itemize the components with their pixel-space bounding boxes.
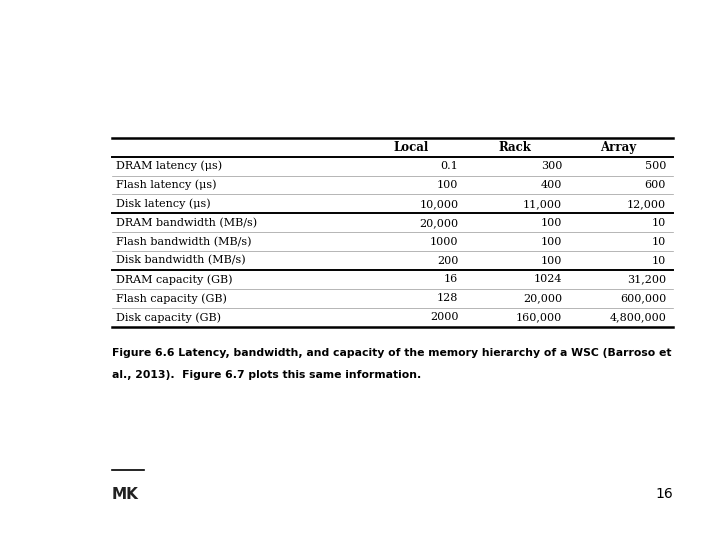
Text: 500: 500 (644, 161, 666, 171)
Text: 10: 10 (652, 218, 666, 228)
Text: 1000: 1000 (430, 237, 458, 247)
Text: 600: 600 (644, 180, 666, 190)
Text: 1024: 1024 (534, 274, 562, 285)
Text: 31,200: 31,200 (627, 274, 666, 285)
Text: Flash bandwidth (MB/s): Flash bandwidth (MB/s) (116, 237, 251, 247)
Text: 11,000: 11,000 (523, 199, 562, 209)
Text: Local: Local (393, 140, 428, 154)
Text: 100: 100 (541, 255, 562, 266)
Text: 600,000: 600,000 (620, 293, 666, 303)
Text: al., 2013).  Figure 6.7 plots this same information.: al., 2013). Figure 6.7 plots this same i… (112, 370, 421, 380)
Text: 16: 16 (655, 487, 673, 501)
Text: 20,000: 20,000 (419, 218, 458, 228)
Text: Disk bandwidth (MB/s): Disk bandwidth (MB/s) (116, 255, 246, 266)
Text: 10,000: 10,000 (419, 199, 458, 209)
Text: Disk latency (μs): Disk latency (μs) (116, 199, 210, 209)
Text: Disk capacity (GB): Disk capacity (GB) (116, 312, 221, 322)
Text: Figure 6.6 Latency, bandwidth, and capacity of the memory hierarchy of a WSC (Ba: Figure 6.6 Latency, bandwidth, and capac… (112, 348, 671, 359)
Text: 12,000: 12,000 (627, 199, 666, 209)
Text: DRAM bandwidth (MB/s): DRAM bandwidth (MB/s) (116, 218, 257, 228)
Text: Flash latency (μs): Flash latency (μs) (116, 180, 217, 190)
Text: 4,800,000: 4,800,000 (609, 312, 666, 322)
Text: 20,000: 20,000 (523, 293, 562, 303)
Text: DRAM capacity (GB): DRAM capacity (GB) (116, 274, 233, 285)
Text: 10: 10 (652, 255, 666, 266)
Text: 0.1: 0.1 (441, 161, 458, 171)
Text: 160,000: 160,000 (516, 312, 562, 322)
Text: 16: 16 (444, 274, 458, 285)
Text: Array: Array (600, 140, 636, 154)
Text: 300: 300 (541, 161, 562, 171)
Text: MK: MK (112, 487, 138, 502)
Text: Flash capacity (GB): Flash capacity (GB) (116, 293, 227, 303)
Text: DRAM latency (μs): DRAM latency (μs) (116, 161, 222, 171)
Text: 100: 100 (437, 180, 458, 190)
Text: 400: 400 (541, 180, 562, 190)
Text: Rack: Rack (498, 140, 531, 154)
Text: 128: 128 (437, 293, 458, 303)
Text: 100: 100 (541, 218, 562, 228)
Text: 100: 100 (541, 237, 562, 247)
Text: 10: 10 (652, 237, 666, 247)
Text: 200: 200 (437, 255, 458, 266)
Text: 2000: 2000 (430, 312, 458, 322)
